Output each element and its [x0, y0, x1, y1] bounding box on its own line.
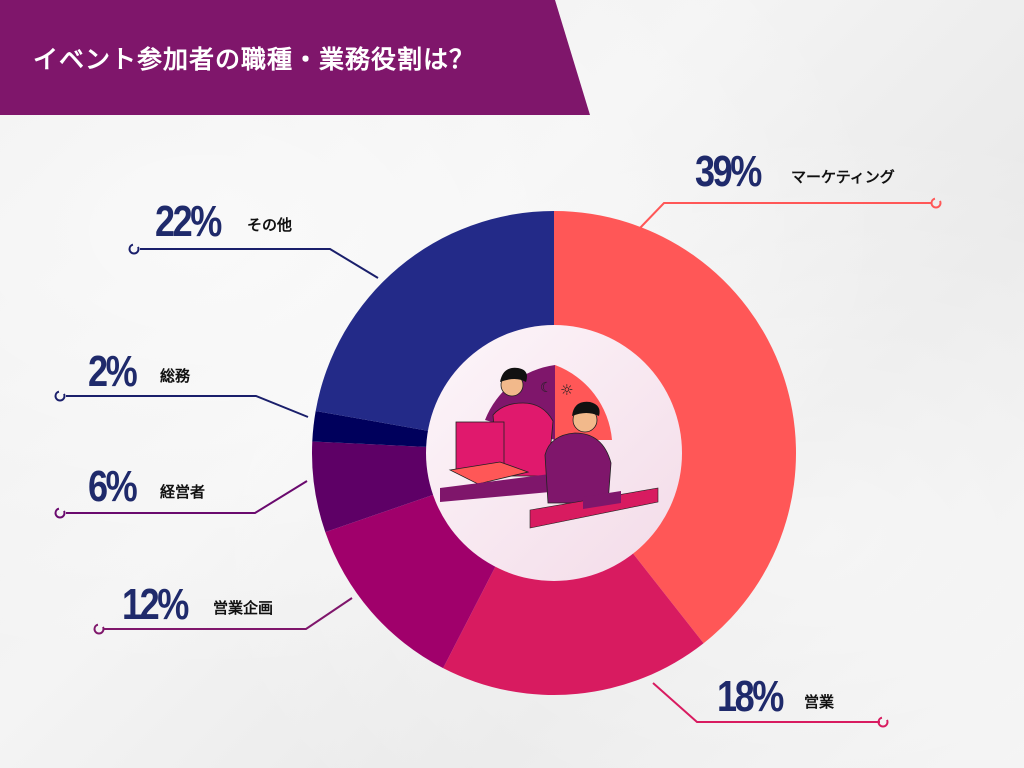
- label-executive: 経営者: [160, 483, 206, 501]
- label-sales: 営業: [804, 693, 835, 711]
- svg-text:☾: ☾: [540, 380, 553, 396]
- title-banner: イベント参加者の職種・業務役割は？: [0, 0, 590, 115]
- leader-line-other: [140, 248, 379, 279]
- center-illustration-workers: ☾ ☼: [440, 365, 659, 529]
- endpoint-general-affairs: [54, 390, 66, 402]
- pct-general-affairs: 2%: [88, 347, 138, 396]
- leader-line-sales-planning: [104, 597, 353, 630]
- endpoint-sales-planning: [93, 623, 105, 635]
- leader-line-executive: [66, 480, 308, 514]
- endpoint-sales: [877, 716, 889, 728]
- endpoint-executive: [54, 507, 66, 519]
- pct-other: 22%: [155, 197, 222, 246]
- leader-line-general-affairs: [66, 395, 309, 418]
- pct-executive: 6%: [88, 462, 138, 511]
- svg-text:☼: ☼: [560, 381, 573, 399]
- label-marketing: マーケティング: [791, 168, 895, 186]
- pct-sales: 18%: [717, 672, 784, 721]
- endpoint-marketing: [930, 197, 942, 209]
- label-general-affairs: 総務: [160, 367, 191, 385]
- leader-line-sales: [652, 682, 880, 723]
- label-sales-planning: 営業企画: [213, 599, 274, 617]
- endpoint-other: [128, 243, 140, 255]
- page-title: イベント参加者の職種・業務役割は？: [33, 45, 476, 74]
- label-other: その他: [247, 216, 293, 234]
- leader-lines: [54, 197, 942, 728]
- pct-sales-planning: 12%: [122, 580, 189, 629]
- leader-line-marketing: [639, 202, 932, 229]
- banner-shape: [0, 0, 590, 115]
- pct-marketing: 39%: [695, 147, 762, 196]
